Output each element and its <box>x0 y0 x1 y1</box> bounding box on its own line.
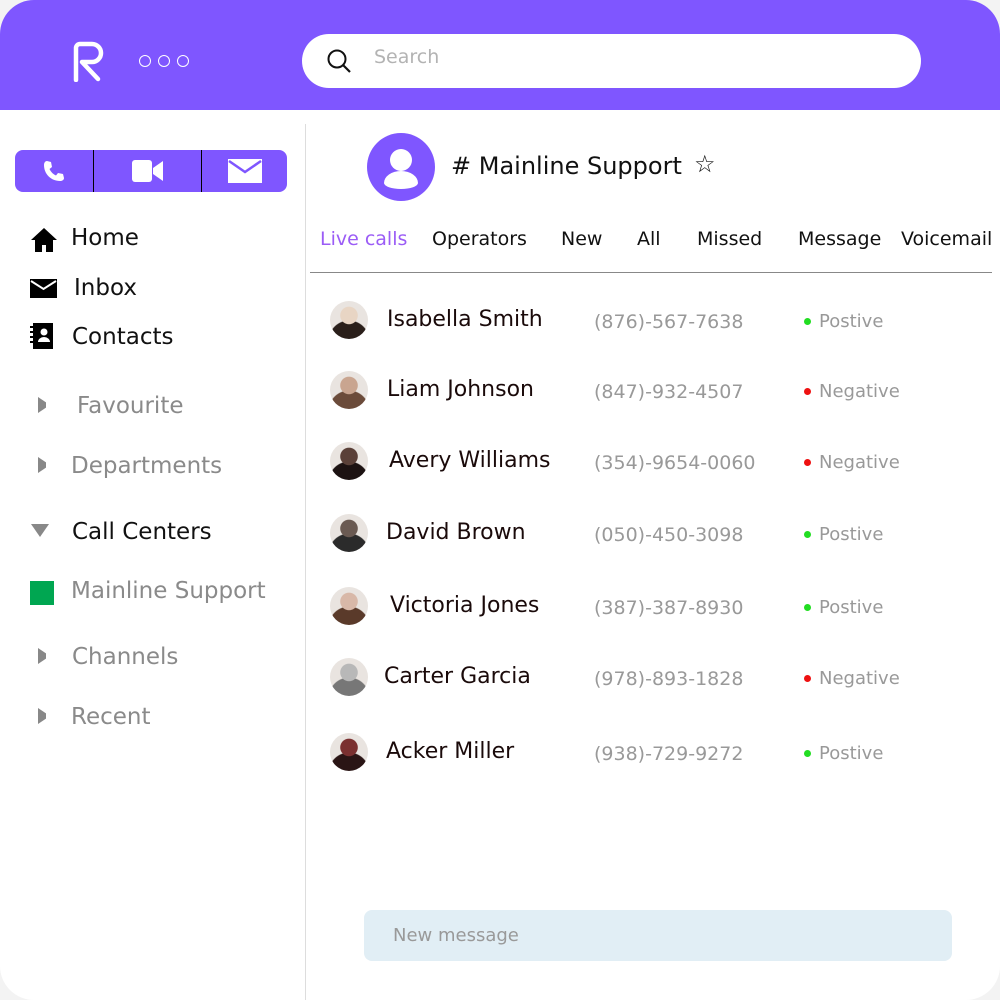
call-row[interactable]: Victoria Jones (387)-387-8930 Postive <box>330 587 990 627</box>
video-icon <box>131 160 163 182</box>
channel-title: # Mainline Support <box>451 152 682 180</box>
avatar <box>330 587 368 625</box>
call-row[interactable]: Acker Miller (938)-729-9272 Postive <box>330 733 990 773</box>
status-label: Postive <box>819 311 884 332</box>
green-square-icon <box>30 581 54 605</box>
sidebar-item-recent[interactable]: Recent <box>30 704 151 730</box>
sidebar-item-inbox[interactable]: Inbox <box>30 275 137 302</box>
tab-missed[interactable]: Missed <box>697 228 763 250</box>
caret-down-icon <box>31 524 49 537</box>
quick-actions <box>15 150 287 192</box>
sidebar-item-home[interactable]: Home <box>30 225 139 257</box>
caret-right-icon <box>38 457 50 473</box>
call-row[interactable]: Avery Williams (354)-9654-0060 Negative <box>330 442 990 482</box>
caller-name: Carter Garcia <box>384 664 531 689</box>
contacts-book-icon <box>30 323 53 349</box>
status-label: Postive <box>819 597 884 618</box>
caret-right-icon <box>38 708 50 724</box>
divider <box>305 124 306 1000</box>
logo-icon <box>73 41 104 82</box>
search-input[interactable] <box>374 46 874 68</box>
caller-phone: (050)-450-3098 <box>594 524 744 546</box>
caller-phone: (847)-932-4507 <box>594 381 744 403</box>
video-call-button[interactable] <box>93 150 201 192</box>
sidebar-item-call-centers[interactable]: Call Centers <box>30 519 212 545</box>
caller-name: Victoria Jones <box>390 593 540 618</box>
call-row[interactable]: Liam Johnson (847)-932-4507 Negative <box>330 371 990 411</box>
mail-icon <box>227 159 262 183</box>
sidebar-item-label: Mainline Support <box>71 578 266 604</box>
status-dot-icon <box>804 388 811 395</box>
call-row[interactable]: Carter Garcia (978)-893-1828 Negative <box>330 658 990 698</box>
status-label: Postive <box>819 524 884 545</box>
call-row[interactable]: David Brown (050)-450-3098 Postive <box>330 514 990 554</box>
call-row[interactable]: Isabella Smith (876)-567-7638 Postive <box>330 301 990 341</box>
caret-right-icon <box>38 648 50 664</box>
tab-message[interactable]: Message <box>798 228 882 250</box>
mail-icon <box>30 279 57 298</box>
status-label: Postive <box>819 743 884 764</box>
status-dot-icon <box>804 531 811 538</box>
sidebar-item-mainline-support[interactable]: Mainline Support <box>30 578 266 605</box>
sidebar-item-label: Call Centers <box>72 519 212 545</box>
search-icon <box>327 49 351 73</box>
user-icon <box>384 149 418 189</box>
favorite-star-icon[interactable]: ☆ <box>694 150 716 178</box>
sidebar-item-label: Favourite <box>77 393 184 419</box>
tab-voicemail[interactable]: Voicemail <box>901 228 993 250</box>
phone-icon <box>44 161 64 181</box>
caller-phone: (387)-387-8930 <box>594 597 744 619</box>
channel-avatar <box>367 133 435 201</box>
caller-name: David Brown <box>386 520 526 545</box>
caller-phone: (938)-729-9272 <box>594 743 744 765</box>
email-button[interactable] <box>201 150 287 192</box>
avatar <box>330 301 368 339</box>
tab-operators[interactable]: Operators <box>432 228 527 250</box>
sidebar-item-contacts[interactable]: Contacts <box>30 323 173 353</box>
more-options-icon[interactable] <box>139 55 189 67</box>
status-dot-icon <box>804 318 811 325</box>
tab-all[interactable]: All <box>637 228 661 250</box>
caller-name: Isabella Smith <box>387 307 543 332</box>
status-dot-icon <box>804 604 811 611</box>
caller-phone: (354)-9654-0060 <box>594 452 756 474</box>
avatar <box>330 442 368 480</box>
sidebar-item-label: Contacts <box>72 324 174 350</box>
tab-underline <box>310 272 992 273</box>
sidebar-item-departments[interactable]: Departments <box>30 453 222 479</box>
caller-phone: (876)-567-7638 <box>594 311 744 333</box>
sidebar-item-label: Departments <box>71 453 223 479</box>
caller-name: Avery Williams <box>389 448 551 473</box>
avatar <box>330 371 368 409</box>
caret-right-icon <box>38 397 50 413</box>
status-dot-icon <box>804 459 811 466</box>
caller-name: Liam Johnson <box>387 377 534 402</box>
caller-phone: (978)-893-1828 <box>594 668 744 690</box>
sidebar-item-channels[interactable]: Channels <box>30 644 178 670</box>
tab-new[interactable]: New <box>561 228 603 250</box>
new-message-input[interactable] <box>364 910 952 961</box>
caller-name: Acker Miller <box>386 739 515 764</box>
avatar <box>330 658 368 696</box>
status-dot-icon <box>804 675 811 682</box>
status-label: Negative <box>819 668 900 689</box>
tab-live-calls[interactable]: Live calls <box>320 228 408 250</box>
avatar <box>330 733 368 771</box>
sidebar-item-label: Home <box>71 225 139 251</box>
sidebar-item-label: Channels <box>72 644 179 670</box>
sidebar-item-label: Inbox <box>74 275 137 301</box>
status-label: Negative <box>819 381 900 402</box>
sidebar-item-favourite[interactable]: Favourite <box>30 393 184 419</box>
home-icon <box>31 228 57 252</box>
call-button[interactable] <box>15 150 93 192</box>
status-dot-icon <box>804 750 811 757</box>
top-bar <box>0 0 1000 110</box>
avatar <box>330 514 368 552</box>
search-bar[interactable] <box>302 34 921 88</box>
sidebar-item-label: Recent <box>71 704 151 730</box>
status-label: Negative <box>819 452 900 473</box>
